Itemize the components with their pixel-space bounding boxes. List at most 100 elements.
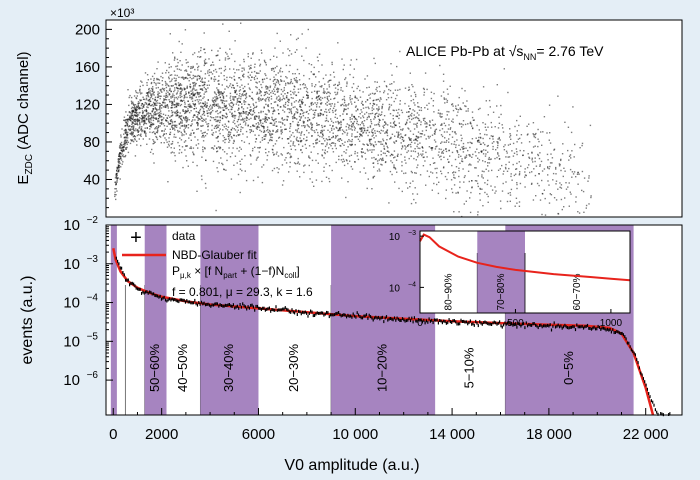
scatter-point (130, 113, 132, 115)
scatter-point (338, 140, 340, 142)
scatter-point (255, 106, 257, 108)
scatter-point (267, 142, 269, 144)
scatter-point (454, 131, 456, 133)
data-point (178, 300, 180, 304)
data-point (464, 320, 466, 324)
scatter-point (416, 112, 419, 114)
data-point (545, 324, 547, 328)
scatter-point (181, 133, 183, 135)
scatter-point (440, 170, 442, 172)
scatter-point (442, 73, 445, 75)
scatter-point (290, 78, 292, 81)
scatter-point (336, 117, 338, 119)
scatter-point (133, 110, 135, 112)
data-point (295, 309, 297, 313)
scatter-point (301, 55, 303, 57)
scatter-point (124, 129, 126, 131)
scatter-point (431, 119, 434, 121)
data-point (652, 400, 654, 404)
scatter-point (571, 171, 574, 173)
scatter-point (175, 113, 177, 115)
scatter-point (393, 141, 395, 143)
scatter-point (229, 139, 231, 142)
scatter-point (469, 121, 472, 123)
scatter-point (196, 91, 198, 94)
scatter-point (342, 90, 344, 92)
scatter-point (133, 125, 135, 127)
data-point (292, 310, 294, 314)
scatter-point (198, 93, 200, 95)
scatter-point (444, 124, 447, 127)
scatter-point (169, 74, 171, 76)
scatter-point (141, 107, 144, 110)
scatter-point (464, 90, 466, 92)
scatter-point (193, 104, 196, 106)
scatter-point (469, 154, 471, 156)
scatter-point (283, 111, 286, 113)
scatter-point (142, 96, 144, 98)
scatter-point (311, 97, 313, 100)
scatter-point (297, 127, 300, 130)
scatter-point (288, 111, 290, 114)
scatter-point (236, 162, 238, 164)
scatter-point (357, 85, 359, 88)
data-point (258, 306, 260, 310)
data-point (511, 322, 513, 326)
scatter-point (464, 157, 466, 159)
scatter-point (129, 116, 131, 119)
scatter-point (194, 68, 196, 71)
scatter-point (240, 115, 242, 117)
scatter-point (179, 112, 181, 114)
scatter-point (518, 161, 520, 163)
scatter-point (369, 139, 372, 141)
scatter-point (321, 124, 323, 127)
scatter-point (212, 148, 215, 150)
scatter-point (210, 78, 213, 80)
data-point (141, 291, 143, 295)
scatter-point (265, 121, 267, 123)
scatter-point (139, 89, 141, 92)
scatter-point (136, 119, 138, 121)
scatter-point (453, 211, 455, 213)
scatter-point (498, 137, 500, 140)
scatter-point (519, 149, 521, 152)
scatter-point (412, 85, 414, 88)
scatter-point (201, 102, 204, 104)
scatter-point (430, 147, 432, 149)
data-point (194, 298, 196, 302)
scatter-point (174, 106, 176, 109)
scatter-point (136, 140, 138, 142)
scatter-point (183, 97, 185, 99)
scatter-point (553, 197, 556, 199)
scatter-point (274, 84, 277, 87)
scatter-point (413, 102, 415, 104)
scatter-point (383, 115, 386, 117)
scatter-point (144, 122, 146, 124)
scatter-point (233, 164, 235, 166)
scatter-point (333, 71, 335, 73)
scatter-point (420, 133, 423, 135)
scatter-point (393, 126, 395, 128)
scatter-point (360, 117, 362, 119)
scatter-point (150, 81, 153, 84)
scatter-point (458, 175, 460, 178)
scatter-point (417, 105, 419, 108)
scatter-point (441, 151, 444, 153)
scatter-point (242, 111, 245, 113)
scatter-point (451, 151, 454, 154)
scatter-point (361, 111, 363, 113)
scatter-point (300, 117, 302, 119)
data-point (554, 325, 557, 329)
scatter-point (552, 172, 555, 175)
scatter-point (144, 130, 146, 133)
scatter-point (233, 128, 235, 130)
band-label: 30−40% (221, 344, 236, 393)
scatter-point (379, 97, 382, 99)
scatter-point (380, 163, 382, 166)
scatter-point (294, 79, 296, 81)
scatter-point (204, 119, 206, 121)
scatter-point (267, 109, 269, 111)
scatter-point (255, 86, 257, 88)
data-point (271, 308, 273, 311)
data-point (625, 337, 627, 341)
